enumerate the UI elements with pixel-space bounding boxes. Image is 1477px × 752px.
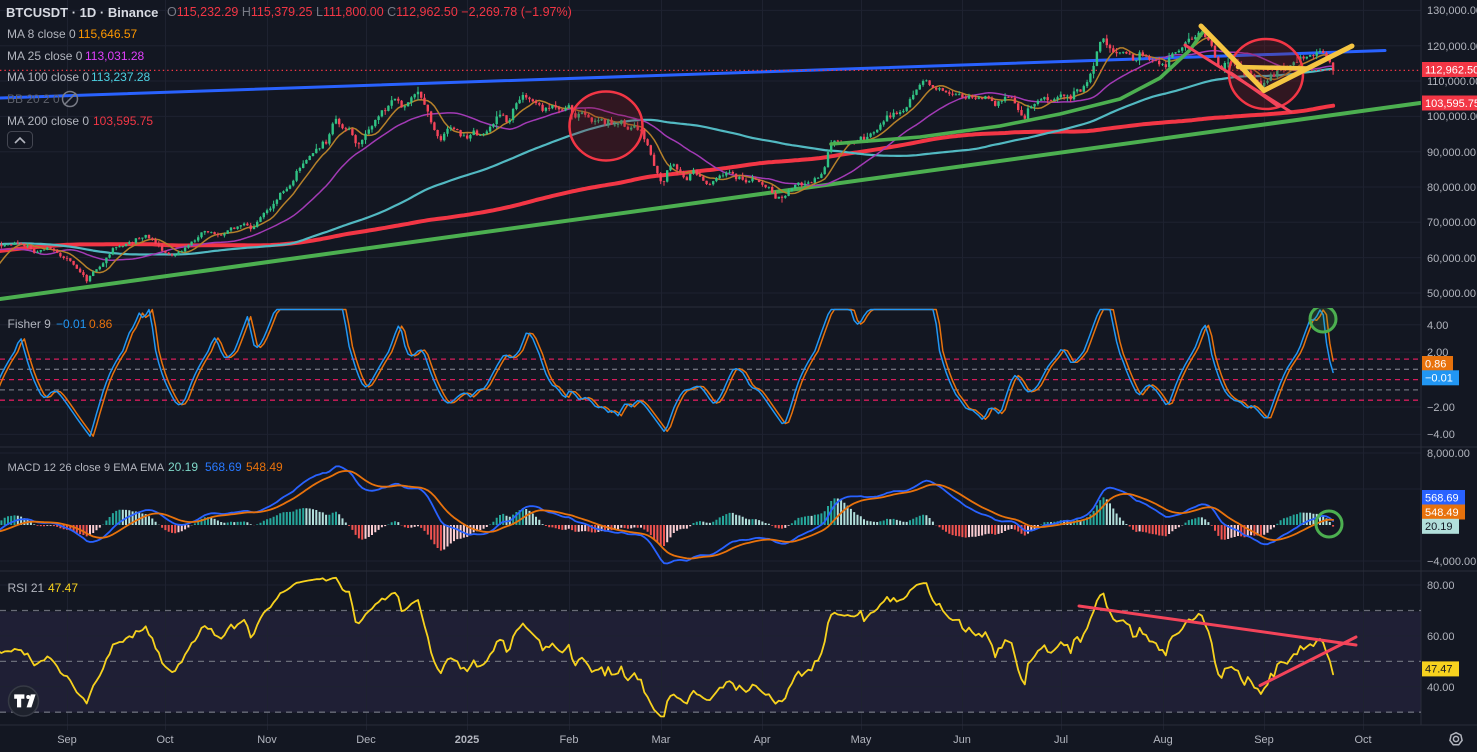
svg-text:0.86: 0.86 xyxy=(89,317,113,331)
svg-text:−0.01: −0.01 xyxy=(1425,373,1453,385)
svg-text:113,031.28: 113,031.28 xyxy=(85,49,144,63)
svg-text:47.47: 47.47 xyxy=(48,581,78,595)
svg-text:40.00: 40.00 xyxy=(1427,682,1455,694)
svg-text:115,646.57: 115,646.57 xyxy=(78,27,137,41)
svg-text:112,962.50: 112,962.50 xyxy=(1425,64,1477,76)
svg-text:Aug: Aug xyxy=(1153,734,1173,746)
svg-text:47.47: 47.47 xyxy=(1425,664,1453,676)
svg-text:568.69: 568.69 xyxy=(205,460,242,474)
svg-text:Feb: Feb xyxy=(560,734,579,746)
svg-text:568.69: 568.69 xyxy=(1425,492,1459,504)
svg-text:50,000.00: 50,000.00 xyxy=(1427,288,1476,300)
svg-text:103,595.75: 103,595.75 xyxy=(93,114,153,128)
svg-text:BTCUSDT · 1D · Binance: BTCUSDT · 1D · Binance xyxy=(6,5,158,20)
svg-text:Nov: Nov xyxy=(257,734,277,746)
svg-text:Jun: Jun xyxy=(953,734,971,746)
svg-text:BB 20 2 0: BB 20 2 0 xyxy=(7,92,60,106)
svg-text:80.00: 80.00 xyxy=(1427,580,1455,592)
svg-text:130,000.00: 130,000.00 xyxy=(1427,5,1477,17)
svg-text:Oct: Oct xyxy=(156,734,173,746)
svg-text:0.86: 0.86 xyxy=(1425,358,1446,370)
svg-text:MA 200 close 0: MA 200 close 0 xyxy=(7,114,89,128)
svg-text:MA 100 close 0: MA 100 close 0 xyxy=(7,70,89,84)
svg-text:90,000.00: 90,000.00 xyxy=(1427,147,1476,159)
svg-text:80,000.00: 80,000.00 xyxy=(1427,182,1476,194)
svg-text:60,000.00: 60,000.00 xyxy=(1427,253,1476,265)
svg-text:MA 25 close 0: MA 25 close 0 xyxy=(7,49,83,63)
svg-text:−4.00: −4.00 xyxy=(1427,429,1455,441)
svg-text:70,000.00: 70,000.00 xyxy=(1427,217,1476,229)
svg-text:4.00: 4.00 xyxy=(1427,320,1448,332)
svg-text:100,000.00: 100,000.00 xyxy=(1427,111,1477,123)
svg-text:Jul: Jul xyxy=(1054,734,1068,746)
svg-text:Oct: Oct xyxy=(1354,734,1371,746)
svg-text:8,000.00: 8,000.00 xyxy=(1427,448,1470,460)
svg-text:20.19: 20.19 xyxy=(168,460,198,474)
svg-text:113,237.28: 113,237.28 xyxy=(91,70,150,84)
svg-text:Fisher 9: Fisher 9 xyxy=(8,317,52,331)
svg-text:May: May xyxy=(851,734,872,746)
svg-text:O115,232.29 H115,379.25 L111,8: O115,232.29 H115,379.25 L111,800.00 C112… xyxy=(167,5,572,19)
svg-text:Apr: Apr xyxy=(753,734,770,746)
svg-text:−2.00: −2.00 xyxy=(1427,402,1455,414)
svg-text:−4,000.00: −4,000.00 xyxy=(1427,556,1476,568)
svg-text:MACD 12 26 close 9 EMA EMA: MACD 12 26 close 9 EMA EMA xyxy=(8,462,165,474)
svg-text:2025: 2025 xyxy=(455,734,479,746)
svg-text:20.19: 20.19 xyxy=(1425,521,1453,533)
svg-text:Mar: Mar xyxy=(652,734,671,746)
svg-text:548.49: 548.49 xyxy=(1425,507,1459,519)
svg-text:103,595.75: 103,595.75 xyxy=(1425,98,1477,110)
svg-text:60.00: 60.00 xyxy=(1427,631,1455,643)
svg-text:110,000.00: 110,000.00 xyxy=(1427,76,1477,88)
svg-text:Sep: Sep xyxy=(57,734,77,746)
svg-text:−0.01: −0.01 xyxy=(56,317,87,331)
svg-text:Sep: Sep xyxy=(1254,734,1274,746)
svg-text:RSI 21: RSI 21 xyxy=(8,581,45,595)
svg-text:Dec: Dec xyxy=(356,734,376,746)
svg-text:MA 8 close 0: MA 8 close 0 xyxy=(7,27,76,41)
svg-text:120,000.00: 120,000.00 xyxy=(1427,41,1477,53)
svg-text:548.49: 548.49 xyxy=(246,460,283,474)
